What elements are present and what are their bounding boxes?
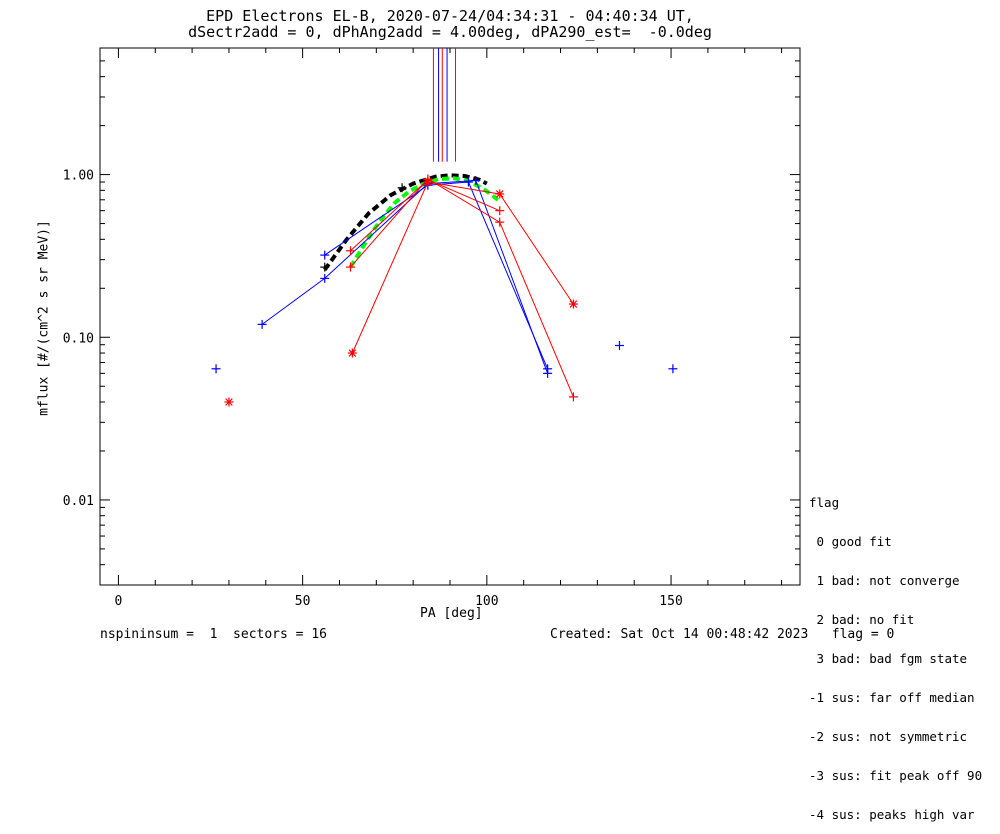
legend-title: flag bbox=[809, 495, 840, 510]
legend-item-no-fit: 2 bad: no fit bbox=[809, 612, 915, 627]
x-tick-label: 150 bbox=[659, 594, 682, 609]
x-tick-label: 50 bbox=[295, 594, 311, 609]
data-point bbox=[346, 262, 356, 272]
legend-item-not-symmetric: -2 sus: not symmetric bbox=[809, 729, 968, 744]
data-series bbox=[211, 174, 678, 407]
chart-title-line-2: dSectr2add = 0, dPhAng2add = 4.00deg, dP… bbox=[188, 23, 712, 41]
series-line bbox=[261, 179, 549, 374]
pitch-angle-chart: 0 50 100 150 0.01 0.10 1.00 bbox=[63, 47, 801, 609]
data-point-d2 bbox=[348, 349, 357, 357]
data-point bbox=[423, 177, 433, 187]
x-axis-label: PA [deg] bbox=[420, 606, 483, 621]
data-point bbox=[495, 206, 505, 216]
data-point-d2 bbox=[424, 178, 432, 186]
data-point-d2 bbox=[569, 300, 578, 308]
data-point bbox=[463, 177, 473, 187]
data-point bbox=[614, 340, 624, 350]
data-point bbox=[224, 397, 234, 407]
y-tick-label: 1.00 bbox=[63, 169, 94, 184]
legend-item-far-off-median: -1 sus: far off median bbox=[809, 690, 975, 705]
data-point bbox=[397, 183, 407, 193]
data-point bbox=[320, 262, 330, 272]
legend-item-fit-peak-off-90: -3 sus: fit peak off 90 bbox=[809, 768, 983, 783]
chart-title-line-1: EPD Electrons EL-B, 2020-07-24/04:34:31 … bbox=[206, 7, 694, 25]
data-point bbox=[257, 319, 267, 329]
data-point bbox=[346, 246, 356, 256]
y-tick-label: 0.10 bbox=[63, 331, 94, 346]
plot-frame bbox=[99, 47, 801, 586]
data-point bbox=[320, 250, 330, 260]
data-point bbox=[495, 217, 505, 227]
data-point bbox=[543, 364, 553, 374]
data-point bbox=[211, 364, 221, 374]
data-point-d2 bbox=[225, 398, 233, 406]
axes: 0 50 100 150 0.01 0.10 1.00 bbox=[63, 48, 800, 609]
legend-item-peaks-high-var: -4 sus: peaks high var bbox=[809, 807, 975, 822]
series-line bbox=[350, 178, 574, 398]
x-tick-label: 0 bbox=[115, 594, 123, 609]
series-line bbox=[324, 181, 549, 369]
footer-created-info: Created: Sat Oct 14 00:48:42 2023 flag =… bbox=[550, 627, 895, 642]
y-axis-label: mflux [#/(cm^2 s sr MeV)] bbox=[36, 220, 52, 416]
data-point bbox=[568, 392, 578, 402]
data-point bbox=[471, 175, 481, 185]
x-tick-label: 100 bbox=[475, 594, 498, 609]
data-point bbox=[668, 364, 678, 374]
data-point bbox=[320, 273, 330, 283]
series-line bbox=[351, 181, 574, 354]
flag-legend: flag 0 good fit 1 bad: not converge 2 ba… bbox=[809, 470, 982, 834]
data-point-d2 bbox=[495, 190, 504, 198]
legend-item-good-fit: 0 good fit bbox=[809, 534, 892, 549]
y-tick-label: 0.01 bbox=[63, 494, 94, 509]
peak-markers bbox=[432, 48, 457, 162]
legend-item-bad-fgm-state: 3 bad: bad fgm state bbox=[809, 651, 968, 666]
data-point bbox=[495, 189, 505, 199]
data-point bbox=[347, 348, 357, 358]
footer-sector-info: nspininsum = 1 sectors = 16 bbox=[100, 627, 327, 642]
data-point bbox=[568, 299, 578, 309]
legend-item-not-converge: 1 bad: not converge bbox=[809, 573, 960, 588]
